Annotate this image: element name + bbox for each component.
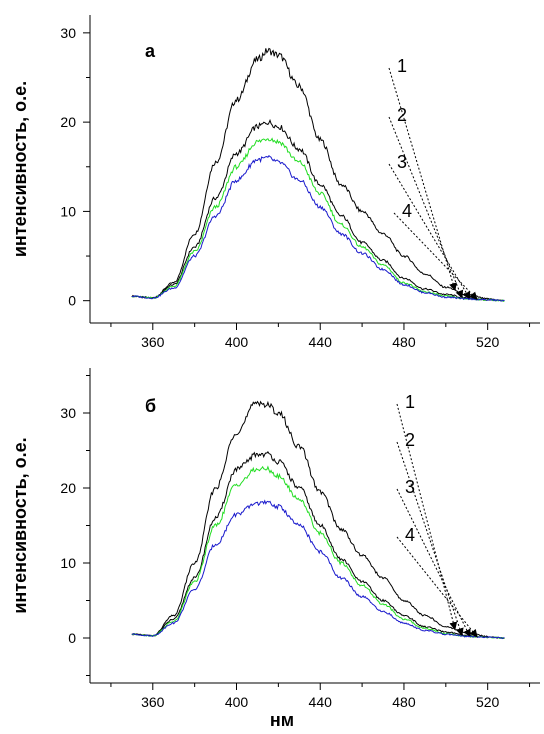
series-line-4 bbox=[131, 499, 505, 640]
series-line-1 bbox=[131, 47, 505, 302]
series-line-3 bbox=[131, 137, 505, 302]
x-tick-label: 520 bbox=[476, 694, 500, 710]
panel-a: 360 400 440 480 520 0 10 20 30 интенсивность, о.е… bbox=[10, 15, 540, 350]
y-axis-title: интенсивность, о.е. bbox=[10, 437, 30, 613]
y-tick-label: 20 bbox=[60, 114, 76, 130]
x-tick-label: 440 bbox=[309, 694, 333, 710]
y-tick-label: 10 bbox=[60, 555, 76, 571]
series-label-4: 4 bbox=[405, 525, 415, 545]
series-label-1: 1 bbox=[397, 56, 407, 76]
y-axis-title: интенсивность, о.е. bbox=[10, 81, 30, 257]
series-line-2 bbox=[131, 451, 505, 640]
x-axis-title: нм bbox=[270, 710, 294, 729]
x-tick-label: 480 bbox=[392, 694, 416, 710]
series-line-3 bbox=[131, 465, 505, 640]
x-tick-label: 400 bbox=[225, 334, 249, 350]
y-tick-label: 0 bbox=[68, 630, 76, 646]
series-leader-1 bbox=[396, 403, 458, 631]
series-label-3: 3 bbox=[397, 152, 407, 172]
series-leader-1 bbox=[388, 67, 457, 292]
panel-letter: а bbox=[145, 41, 156, 61]
x-tick-label: 360 bbox=[141, 334, 165, 350]
x-tick-label: 440 bbox=[309, 334, 333, 350]
series-line-1 bbox=[131, 400, 505, 639]
y-tick-label: 30 bbox=[60, 25, 76, 41]
series-line-2 bbox=[131, 118, 505, 302]
series-leader-2 bbox=[396, 441, 464, 637]
y-tick-label: 20 bbox=[60, 480, 76, 496]
series-label-4: 4 bbox=[402, 201, 412, 221]
series-leader-3 bbox=[396, 488, 471, 638]
y-tick-label: 0 bbox=[68, 293, 76, 309]
y-tick-label: 30 bbox=[60, 405, 76, 421]
series-line-4 bbox=[131, 155, 505, 302]
series-label-2: 2 bbox=[405, 430, 415, 450]
series-leader-3 bbox=[388, 163, 471, 300]
series-leader-4 bbox=[396, 536, 478, 638]
y-tick-label: 10 bbox=[60, 203, 76, 219]
series-label-2: 2 bbox=[397, 105, 407, 125]
series-label-3: 3 bbox=[405, 477, 415, 497]
x-tick-label: 400 bbox=[225, 694, 249, 710]
x-tick-label: 360 bbox=[141, 694, 165, 710]
panel-b: 360 400 440 480 520 0 10 20 30 интенсивность, о.е… bbox=[10, 368, 540, 710]
panel-letter: б bbox=[145, 396, 156, 416]
x-tick-label: 480 bbox=[392, 334, 416, 350]
x-tick-label: 520 bbox=[476, 334, 500, 350]
series-leader-2 bbox=[388, 116, 464, 299]
series-label-1: 1 bbox=[405, 392, 415, 412]
